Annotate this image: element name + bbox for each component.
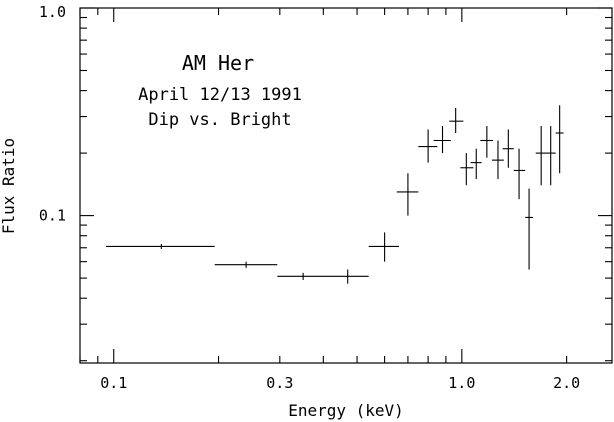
data-point	[433, 126, 451, 154]
x-tick-label: 1.0	[448, 374, 475, 392]
data-point	[525, 188, 533, 270]
annotation-object-name: AM Her	[182, 51, 254, 75]
data-point	[535, 126, 547, 186]
data-point	[396, 173, 419, 216]
axis-ticks	[79, 7, 612, 363]
x-tick-label: 0.1	[100, 374, 127, 392]
data-point	[555, 105, 564, 174]
data-point	[480, 126, 494, 158]
x-axis-title: Energy (keV)	[288, 401, 404, 420]
data-point	[418, 129, 438, 163]
data-points	[105, 105, 564, 284]
x-tick-label: 0.3	[266, 374, 293, 392]
data-point	[368, 232, 400, 262]
data-point	[460, 153, 474, 186]
data-point	[513, 148, 526, 200]
annotation-comparison: Dip vs. Bright	[148, 110, 291, 130]
data-point	[491, 140, 504, 180]
data-point	[214, 261, 278, 268]
axis-tick-labels: 0.1 0.3 1.0 2.0 0.1 1.0	[39, 3, 580, 392]
y-axis-title: Flux Ratio	[0, 138, 18, 234]
data-point	[327, 269, 369, 284]
data-point	[105, 243, 215, 250]
data-point	[470, 148, 482, 180]
y-tick-label: 0.1	[39, 207, 66, 225]
x-tick-label: 2.0	[553, 374, 580, 392]
data-point	[502, 129, 514, 168]
data-point	[449, 107, 464, 133]
annotation-date: April 12/13 1991	[138, 85, 302, 105]
plot-frame	[79, 7, 613, 364]
data-point	[277, 272, 328, 280]
data-point	[546, 126, 556, 186]
y-tick-label: 1.0	[39, 3, 66, 21]
